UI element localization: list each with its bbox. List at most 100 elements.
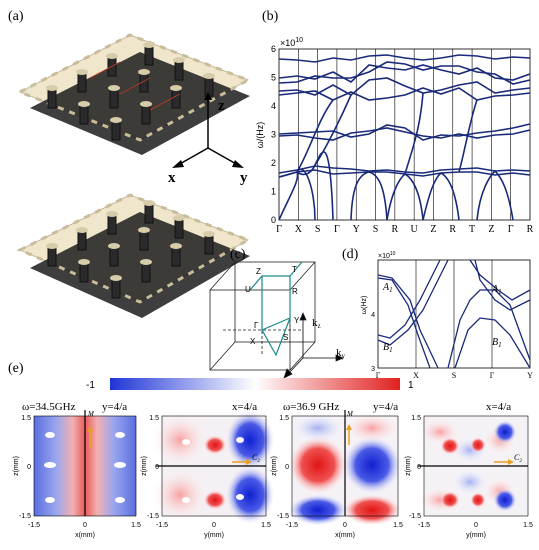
band-b-ytick: 5 — [271, 73, 276, 83]
field3-ytick-mid: 0 — [285, 464, 289, 471]
field4-xtick-right: 1.5 — [523, 522, 533, 529]
band-d-xtick: Y — [527, 371, 533, 380]
field1-ytick-bottom: -1.5 — [19, 513, 31, 520]
field4-xtick-left: -1.5 — [418, 522, 430, 529]
band-d-xtick: Γ — [376, 371, 381, 380]
field1-xtick-left: -1.5 — [28, 522, 40, 529]
bz-point-Y: Y — [294, 316, 300, 325]
band-b-ytick: 2 — [271, 158, 276, 168]
band-d-ytick: 4 — [371, 312, 375, 319]
band-d-A1-right: A1 — [491, 284, 502, 296]
axes-3d: z x y — [168, 92, 248, 186]
field-panel-3: ω=36.9 GHz y=4/a M 1.5 0 -1.5 -1.5 0 1.5… — [271, 401, 403, 539]
band-b-ytick: 1 — [271, 187, 276, 197]
svg-text:×1010: ×1010 — [280, 37, 303, 48]
field2-cut: x=4/a — [232, 401, 257, 413]
field4-sym: C2 — [514, 453, 522, 464]
band-b-ytick: 0 — [271, 215, 276, 225]
field1-ytick-mid: 0 — [27, 464, 31, 471]
band-b-xtick: Γ — [276, 224, 282, 235]
axis-z-label: z — [218, 98, 225, 114]
panel-label-b: (b) — [262, 9, 279, 24]
band-b-multiplier: ×10 — [280, 38, 295, 48]
band-d-xtick: Γ — [490, 371, 495, 380]
bz-point-U: U — [245, 285, 251, 294]
band-b-ytick: 3 — [271, 130, 276, 140]
band-d-xtick: X — [413, 371, 419, 380]
field3-cut: y=4/a — [373, 401, 398, 413]
field3-ytick-top: 1.5 — [279, 415, 289, 422]
field2-xtick-left: -1.5 — [156, 522, 168, 529]
field-panel-2: x=4/a C2 1.5 0 -1.5 -1.5 0 1.5 y(mm) z(m… — [141, 401, 275, 539]
band-b-xtick: S — [315, 224, 321, 235]
field2-ylabel: z(mm) — [141, 456, 148, 476]
band-b-ytick: 4 — [271, 101, 276, 111]
band-b-curves — [278, 54, 531, 221]
colorbar-min: -1 — [86, 380, 95, 391]
panel-label-a: (a) — [8, 9, 24, 24]
band-b-xtick: R — [527, 224, 534, 235]
band-d-xtick: S — [452, 371, 456, 380]
field1-xlabel: x(mm) — [75, 532, 95, 539]
band-chart-d: ×1010 ω(Hz) 3 4 Γ X S Γ Y A1 B1 A1 B1 — [361, 251, 533, 380]
band-b-xtick: Y — [353, 224, 360, 235]
band-b-xtick: S — [373, 224, 379, 235]
band-b-xtick: R — [449, 224, 456, 235]
field1-ylabel: z(mm) — [13, 456, 20, 476]
band-b-xtick: Z — [488, 224, 494, 235]
field3-ylabel: z(mm) — [271, 456, 278, 476]
field4-ytick-bottom: -1.5 — [409, 513, 421, 520]
band-d-B1-right: B1 — [492, 337, 502, 349]
metamaterial-structure-top — [16, 33, 252, 155]
field3-xlabel: x(mm) — [335, 532, 355, 539]
band-d-ylabel: ω(Hz) — [361, 296, 368, 315]
band-b-xtick: Γ — [334, 224, 340, 235]
field2-ytick-top: 1.5 — [149, 415, 159, 422]
field-panel-1: ω=34.5GHz y=4/a M 1.5 0 -1.5 -1.5 0 1.5 … — [13, 401, 141, 539]
band-d-B1-left: B1 — [383, 342, 393, 354]
field1-freq: ω=34.5GHz — [22, 401, 76, 413]
bz-point-R: R — [292, 287, 298, 296]
brillouin-zone — [209, 261, 345, 379]
field3-ytick-bottom: -1.5 — [277, 513, 289, 520]
field4-cut: x=4/a — [486, 401, 511, 413]
field4-xlabel: y(mm) — [466, 532, 486, 539]
field3-xtick-left: -1.5 — [286, 522, 298, 529]
field4-ytick-top: 1.5 — [411, 415, 421, 422]
bz-point-Z: Z — [256, 267, 261, 276]
bz-point-Gamma: Γ — [254, 321, 259, 330]
svg-text:×1010: ×1010 — [378, 251, 396, 260]
field-panel-4: x=4/a C2 1.5 0 -1.5 -1.5 0 1.5 y(mm) z(m… — [405, 401, 533, 539]
band-b-xtick: Γ — [508, 224, 514, 235]
band-b-ylabel: ω/(Hz) — [255, 122, 265, 149]
bz-ky: ky — [336, 347, 346, 360]
band-b-exponent: 10 — [295, 37, 303, 44]
field2-sym: C2 — [252, 453, 260, 464]
band-b-xtick: Z — [430, 224, 436, 235]
band-d-A1-left: A1 — [382, 282, 393, 294]
field2-ytick-mid: 0 — [155, 464, 159, 471]
panel-label-e: (e) — [8, 361, 24, 376]
axis-y-label: y — [240, 170, 248, 186]
bz-point-S: S — [283, 333, 288, 342]
band-b-frame — [278, 48, 531, 221]
band-d-multiplier: ×10 — [378, 253, 390, 260]
field2-xtick-right: 1.5 — [261, 522, 271, 529]
field1-xtick-mid: 0 — [83, 522, 87, 529]
field4-xtick-mid: 0 — [474, 522, 478, 529]
band-b-ytick: 6 — [271, 44, 276, 54]
field2-ytick-bottom: -1.5 — [147, 513, 159, 520]
field2-xtick-mid: 0 — [212, 522, 216, 529]
band-d-curves — [377, 259, 531, 369]
field4-ytick-mid: 0 — [417, 464, 421, 471]
colorbar-max: 1 — [408, 380, 414, 391]
axis-x-label: x — [168, 170, 176, 186]
bz-kz: kz — [312, 317, 321, 330]
field1-mirror: M — [87, 410, 95, 418]
band-b-xtick: R — [392, 224, 399, 235]
field1-xtick-right: 1.5 — [131, 522, 141, 529]
panel-label-c: (c) — [230, 247, 246, 262]
field3-mirror: M — [346, 410, 354, 418]
